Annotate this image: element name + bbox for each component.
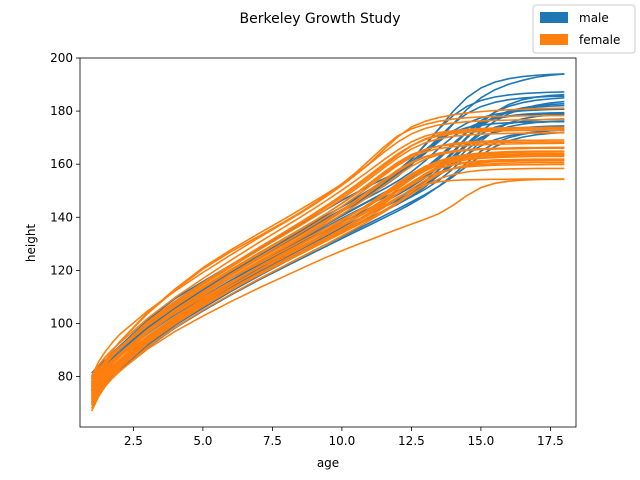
female-curve-4: [90, 150, 565, 400]
x-axis: 2.5 5.0 7.5 10.0 12.5 15.0 17.5: [124, 427, 564, 448]
female-curve-23: [90, 178, 565, 405]
female-curve-27: [90, 163, 565, 392]
legend-label-male: male: [579, 11, 609, 25]
x-tick-label: 2.5: [124, 434, 143, 448]
legend-swatch-female: [540, 34, 568, 45]
series-curves: [90, 73, 565, 412]
y-tick-label: 100: [50, 316, 73, 330]
x-axis-label: age: [317, 456, 339, 470]
female-curve-17: [90, 150, 565, 393]
female-curve-18: [90, 132, 565, 381]
chart-title: Berkeley Growth Study: [240, 11, 401, 27]
plot-area: [79, 57, 577, 428]
female-curve-10: [90, 126, 565, 379]
axes-frame: [79, 57, 577, 428]
female-curve-13: [90, 152, 565, 395]
female-curve-26: [90, 154, 565, 404]
y-tick-label: 200: [50, 51, 73, 65]
legend: male female: [532, 4, 636, 54]
y-tick-label: 80: [58, 370, 73, 384]
x-tick-label: 12.5: [398, 434, 425, 448]
female-curve-19: [90, 153, 565, 401]
legend-swatch-male: [540, 12, 568, 23]
female-curve-15: [90, 167, 565, 409]
male-curve-14: [91, 131, 565, 404]
y-tick-label: 120: [50, 263, 73, 277]
female-curve-20: [90, 139, 565, 384]
x-tick-label: 10.0: [329, 434, 356, 448]
legend-label-female: female: [579, 33, 620, 47]
female-curve-25: [90, 107, 565, 388]
y-tick-label: 140: [50, 210, 73, 224]
female-curve-22: [90, 161, 565, 397]
y-tick-label: 180: [50, 104, 73, 118]
x-tick-label: 5.0: [193, 434, 212, 448]
y-axis: 80 100 120 140 160 180 200: [50, 51, 80, 384]
x-tick-label: 7.5: [263, 434, 282, 448]
x-tick-label: 15.0: [468, 434, 495, 448]
y-axis-label: height: [24, 224, 38, 263]
female-curve-5: [90, 141, 565, 383]
x-tick-label: 17.5: [537, 434, 564, 448]
female-curve-8: [90, 127, 565, 391]
y-tick-label: 160: [50, 157, 73, 171]
